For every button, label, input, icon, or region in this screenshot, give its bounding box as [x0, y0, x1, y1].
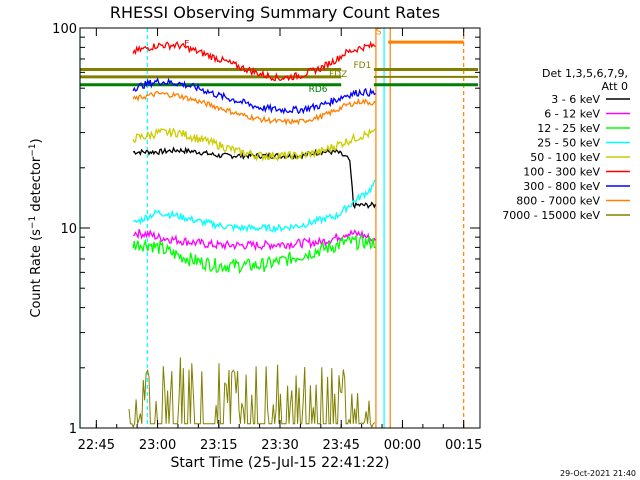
legend: Det 1,3,5,6,7,9, Att 0 3 - 6 keV 6 - 12 k…	[502, 67, 630, 222]
series-line-7000-15000-kev	[128, 357, 376, 429]
x-tick-label-1: 23:00	[139, 438, 176, 453]
y-tick-label-1: 10	[60, 222, 77, 237]
series-line-50-100-kev	[132, 127, 376, 162]
legend-label-0: 3 - 6 keV	[551, 93, 600, 106]
x-axis: 22:45 23:00 23:15 23:30 23:45 00:00 00:15	[78, 28, 482, 453]
legend-label-7: 800 - 7000 keV	[516, 195, 600, 208]
annotation-fdz: FDZ	[329, 70, 347, 80]
footer-date: 29-Oct-2021 21:40	[560, 469, 636, 478]
legend-label-8: 7000 - 15000 keV	[502, 209, 600, 222]
x-tick-label-6: 00:15	[445, 438, 482, 453]
x-tick-label-2: 23:15	[200, 438, 237, 453]
series-line-6-12-kev	[132, 228, 376, 252]
legend-header-line-1: Det 1,3,5,6,7,9,	[542, 67, 628, 80]
series-line-100-300-kev	[132, 40, 376, 82]
x-tick-label-0: 22:45	[78, 438, 115, 453]
x-tick-label-3: 23:30	[261, 438, 298, 453]
series-line-800-7000-kev	[132, 91, 376, 127]
x-axis-label: Start Time (25-Jul-15 22:41:22)	[170, 455, 389, 471]
series-line-3-6-kev	[132, 146, 377, 210]
legend-label-2: 12 - 25 keV	[537, 122, 600, 135]
y-tick-label-0: 1	[69, 422, 77, 437]
series-line-300-800-kev	[132, 77, 376, 115]
annotation-f: F	[184, 39, 189, 49]
annotation-rd6: RD6	[309, 85, 328, 95]
legend-header-line-2: Att 0	[602, 80, 628, 93]
annotation-s: S	[376, 27, 382, 37]
legend-label-6: 300 - 800 keV	[523, 180, 600, 193]
legend-label-4: 50 - 100 keV	[530, 151, 600, 164]
legend-label-5: 100 - 300 keV	[523, 166, 600, 179]
chart-title: RHESSI Observing Summary Count Rates	[110, 3, 440, 22]
legend-label-1: 6 - 12 keV	[544, 108, 600, 121]
series-line-25-50-kev	[132, 179, 376, 234]
x-tick-label-4: 23:45	[322, 438, 359, 453]
x-tick-label-5: 00:00	[384, 438, 421, 453]
y-tick-label-2: 100	[52, 22, 77, 37]
y-axis-label: Count Rate (s−1 detector−1)	[28, 138, 44, 317]
y-axis: 1 10 100	[52, 22, 480, 437]
series-line-12-25-kev	[132, 234, 376, 275]
annotation-fd1: FD1	[353, 61, 371, 71]
legend-label-3: 25 - 50 keV	[537, 137, 600, 150]
